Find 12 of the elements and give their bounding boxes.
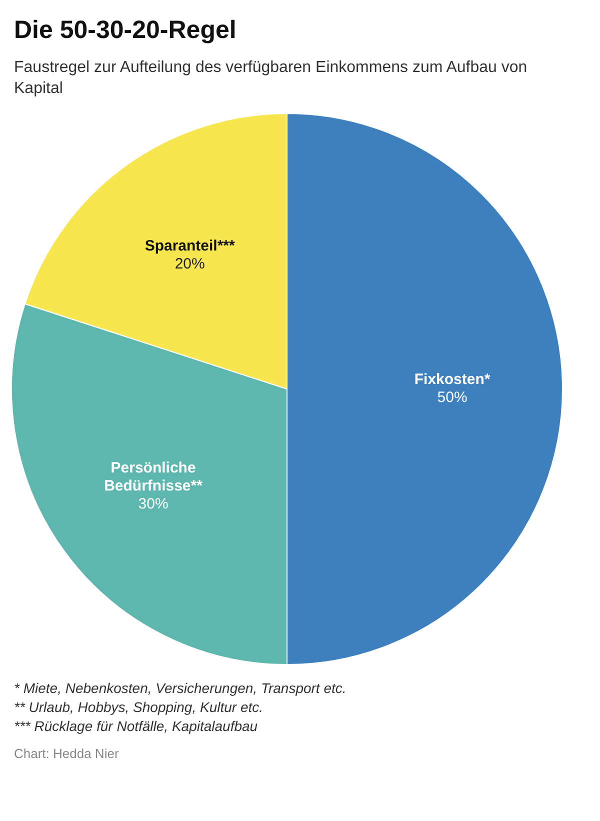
data-label: 50% bbox=[437, 389, 468, 406]
text: ** Urlaub, Hobbys, Shopping, Kultur etc. bbox=[14, 698, 264, 717]
data-label: 20% bbox=[174, 255, 205, 272]
text: * Miete, Nebenkosten, Versicherungen, Transport etc. bbox=[14, 679, 348, 698]
slice-label: Persönliche Bedürfnisse** bbox=[104, 459, 203, 494]
slice-label: Sparanteil*** bbox=[144, 237, 236, 254]
slice-label: Fixkosten* bbox=[414, 371, 490, 388]
text: Chart: Hedda Nier bbox=[14, 745, 120, 763]
chart-subtitle: Faustregel zur Aufteilung des verfügbaren Einkommens zum Aufbau von Kapital bbox=[14, 58, 528, 99]
text: *** Rücklage für Notfälle, Kapitalaufbau bbox=[14, 717, 259, 736]
chart-title: Die 50-30-20-Regel bbox=[14, 16, 238, 45]
data-label: 30% bbox=[138, 495, 168, 512]
